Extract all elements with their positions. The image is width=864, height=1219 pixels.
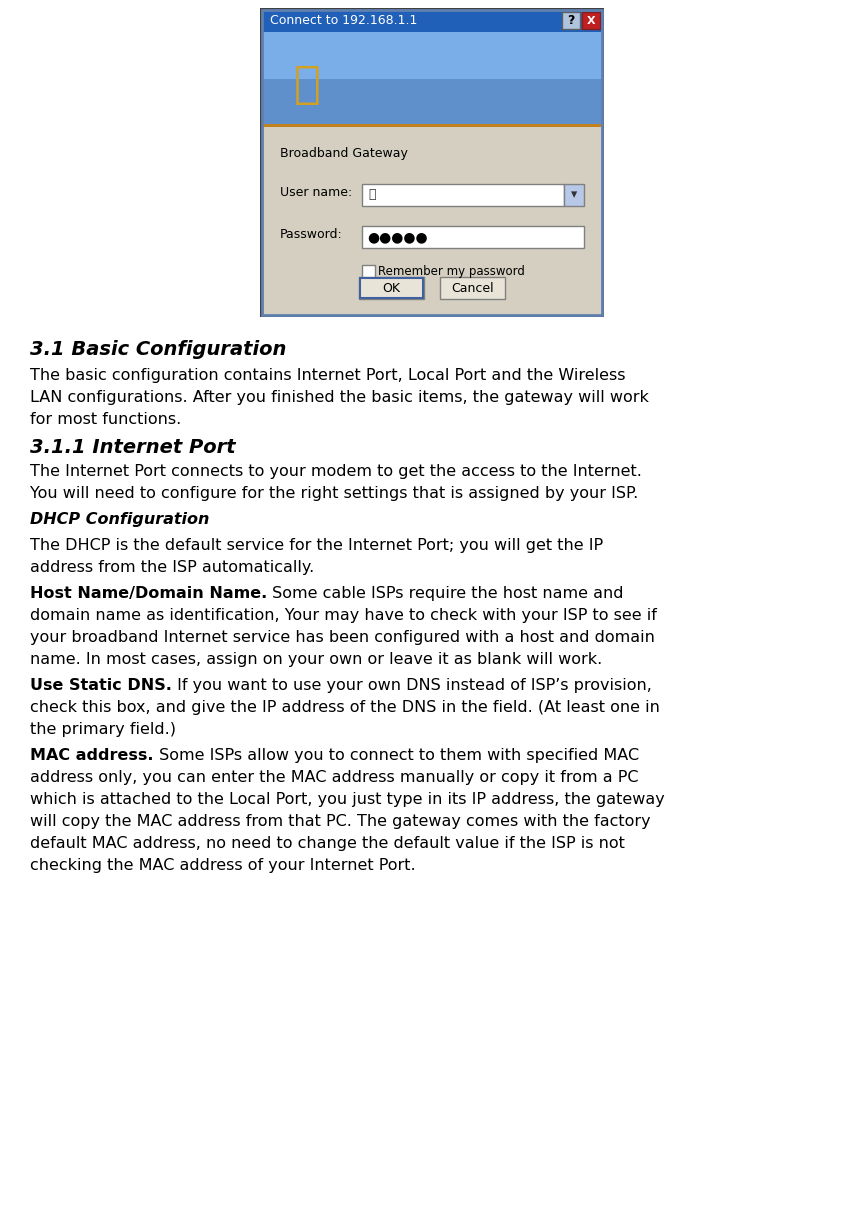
Text: LAN configurations. After you finished the basic items, the gateway will work: LAN configurations. After you finished t… bbox=[30, 390, 649, 405]
Text: will copy the MAC address from that PC. The gateway comes with the factory: will copy the MAC address from that PC. … bbox=[30, 814, 651, 829]
Bar bbox=[562, 12, 580, 29]
Bar bbox=[582, 12, 600, 29]
Text: Connect to 192.168.1.1: Connect to 192.168.1.1 bbox=[270, 15, 417, 28]
Text: You will need to configure for the right settings that is assigned by your ISP.: You will need to configure for the right… bbox=[30, 486, 638, 501]
Bar bbox=[359, 277, 424, 299]
Text: for most functions.: for most functions. bbox=[30, 412, 181, 427]
Text: Some ISPs allow you to connect to them with specified MAC: Some ISPs allow you to connect to them w… bbox=[154, 748, 638, 763]
Text: your broadband Internet service has been configured with a host and domain: your broadband Internet service has been… bbox=[30, 630, 655, 645]
Text: ?: ? bbox=[568, 13, 575, 27]
Text: Broadband Gateway: Broadband Gateway bbox=[280, 147, 408, 161]
Text: MAC address.: MAC address. bbox=[30, 748, 154, 763]
Text: The Internet Port connects to your modem to get the access to the Internet.: The Internet Port connects to your modem… bbox=[30, 464, 642, 479]
Text: DHCP Configuration: DHCP Configuration bbox=[30, 512, 209, 527]
Text: address only, you can enter the MAC address manually or copy it from a PC: address only, you can enter the MAC addr… bbox=[30, 770, 638, 785]
Text: X: X bbox=[587, 16, 595, 26]
Text: The basic configuration contains Internet Port, Local Port and the Wireless: The basic configuration contains Interne… bbox=[30, 368, 626, 383]
Bar bbox=[440, 277, 505, 299]
Text: ▾: ▾ bbox=[571, 189, 577, 201]
Text: User name:: User name: bbox=[280, 187, 353, 200]
Text: name. In most cases, assign on your own or leave it as blank will work.: name. In most cases, assign on your own … bbox=[30, 652, 602, 667]
Bar bbox=[564, 184, 584, 206]
Bar bbox=[262, 32, 602, 127]
Bar bbox=[362, 184, 564, 206]
Text: Use Static DNS.: Use Static DNS. bbox=[30, 678, 172, 692]
Text: If you want to use your own DNS instead of ISP’s provision,: If you want to use your own DNS instead … bbox=[172, 678, 651, 692]
Text: default MAC address, no need to change the default value if the ISP is not: default MAC address, no need to change t… bbox=[30, 836, 625, 851]
Text: 🗝: 🗝 bbox=[294, 63, 321, 106]
Text: 3.1 Basic Configuration: 3.1 Basic Configuration bbox=[30, 340, 286, 360]
Text: The DHCP is the default service for the Internet Port; you will get the IP: The DHCP is the default service for the … bbox=[30, 538, 603, 553]
Text: which is attached to the Local Port, you just type in its IP address, the gatewa: which is attached to the Local Port, you… bbox=[30, 792, 664, 807]
Bar bbox=[362, 226, 584, 247]
Bar bbox=[362, 265, 375, 278]
Text: check this box, and give the IP address of the DNS in the field. (At least one i: check this box, and give the IP address … bbox=[30, 700, 660, 716]
Text: Host Name/Domain Name.: Host Name/Domain Name. bbox=[30, 586, 267, 601]
Text: Cancel: Cancel bbox=[451, 282, 494, 295]
Bar bbox=[260, 9, 604, 317]
Text: Password:: Password: bbox=[280, 228, 343, 241]
Text: Remember my password: Remember my password bbox=[378, 265, 524, 278]
Text: Some cable ISPs require the host name and: Some cable ISPs require the host name an… bbox=[267, 586, 624, 601]
Text: address from the ISP automatically.: address from the ISP automatically. bbox=[30, 560, 314, 575]
Bar bbox=[360, 278, 423, 297]
Bar bbox=[262, 10, 602, 32]
Bar bbox=[262, 32, 602, 79]
Text: OK: OK bbox=[383, 282, 401, 295]
Bar bbox=[262, 127, 602, 315]
Text: ●●●●●: ●●●●● bbox=[367, 230, 428, 244]
Text: domain name as identification, Your may have to check with your ISP to see if: domain name as identification, Your may … bbox=[30, 608, 657, 623]
Text: the primary field.): the primary field.) bbox=[30, 722, 176, 737]
Bar bbox=[262, 10, 602, 315]
Text: 👤: 👤 bbox=[368, 189, 376, 201]
Text: 3.1.1 Internet Port: 3.1.1 Internet Port bbox=[30, 438, 236, 457]
Bar bbox=[262, 124, 602, 127]
Text: checking the MAC address of your Internet Port.: checking the MAC address of your Interne… bbox=[30, 858, 416, 873]
